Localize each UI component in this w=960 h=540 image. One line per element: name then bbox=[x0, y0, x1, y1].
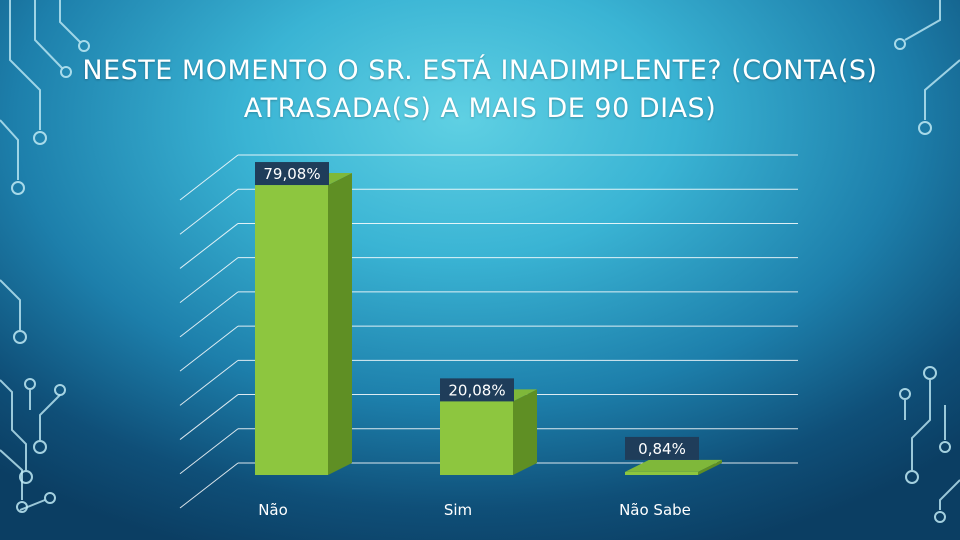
bar-side bbox=[328, 173, 352, 476]
data-label-bg bbox=[440, 378, 514, 402]
gridline-depth bbox=[179, 257, 239, 304]
gridline-depth bbox=[179, 325, 239, 372]
bar-nao-sabe bbox=[625, 459, 722, 475]
bar-front bbox=[440, 401, 513, 475]
data-label: 0,84% bbox=[638, 440, 686, 458]
data-label-bg bbox=[255, 162, 329, 186]
category-label-sim: Sim bbox=[444, 501, 472, 519]
gridline-depth bbox=[179, 462, 239, 509]
gridline-depth bbox=[179, 394, 239, 440]
bar-front bbox=[625, 471, 698, 475]
gridline-depth bbox=[179, 188, 239, 235]
gridline-depth bbox=[179, 291, 239, 338]
data-label: 79,08% bbox=[263, 165, 320, 183]
data-label-bg bbox=[625, 436, 699, 460]
gridline-depth bbox=[179, 154, 239, 201]
gridline-depth bbox=[179, 359, 239, 406]
bar-top bbox=[625, 459, 722, 472]
chart-bars bbox=[255, 173, 722, 476]
category-label-nao-sabe: Não Sabe bbox=[619, 501, 691, 519]
bar-front bbox=[255, 185, 328, 476]
bar-side bbox=[513, 389, 537, 475]
category-label-nao: Não bbox=[258, 501, 288, 519]
chart-labels: 79,08% Não 20,08% Sim 0,84% Não Sabe bbox=[255, 162, 699, 519]
bar-sim bbox=[440, 389, 537, 475]
gridline-depth bbox=[179, 428, 239, 475]
bar-nao bbox=[255, 173, 352, 476]
bar-side bbox=[698, 459, 722, 475]
gridline-depth bbox=[179, 223, 239, 269]
data-label: 20,08% bbox=[448, 381, 505, 399]
chart-title: NESTE MOMENTO O SR. ESTÁ INADIMPLENTE? (… bbox=[82, 55, 878, 124]
